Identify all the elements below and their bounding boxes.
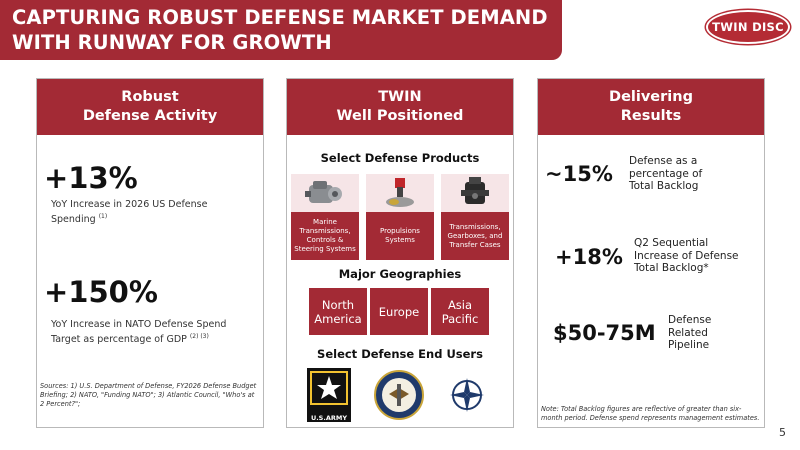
stat-nato-spend-desc: YoY Increase in NATO Defense Spend Targe…	[51, 319, 251, 346]
us-navy-icon	[374, 370, 424, 420]
gearbox-icon	[461, 177, 489, 204]
product-image-gearbox	[441, 174, 509, 212]
page-title: CAPTURING ROBUST DEFENSE MARKET DEMAND W…	[12, 6, 548, 54]
result-backlog-share-value: ~15%	[545, 162, 613, 186]
stat-nato-spend-text: YoY Increase in NATO Defense Spend Targe…	[51, 319, 227, 346]
result-pipeline-value: $50-75M	[553, 321, 656, 345]
stat-us-spending-value: +13%	[44, 161, 138, 195]
product-label-gearbox: Transmissions, Gearboxes, and Transfer C…	[441, 212, 509, 260]
result-backlog-increase-value: +18%	[555, 245, 623, 269]
panel-well-positioned: TWIN Well Positioned Select Defense Prod…	[286, 78, 514, 428]
geo-north-america: North America	[309, 288, 367, 335]
panel-delivering-results: Delivering Results ~15% Defense as a per…	[537, 78, 765, 428]
nato-emblem	[439, 370, 495, 420]
panel-title-well-positioned: TWIN Well Positioned	[287, 79, 513, 135]
us-army-icon	[310, 371, 348, 405]
stat-us-spending-text: YoY Increase in 2026 US Defense Spending	[51, 199, 208, 226]
propulsion-icon	[386, 178, 414, 207]
us-army-label: U.S.ARMY	[310, 414, 348, 422]
geographies-title: Major Geographies	[338, 267, 462, 281]
nato-icon	[441, 370, 493, 420]
panel-title-defense-activity: Robust Defense Activity	[37, 79, 263, 135]
end-users-title: Select Defense End Users	[317, 347, 483, 361]
panel-defense-activity: Robust Defense Activity +13% YoY Increas…	[36, 78, 264, 428]
product-image-marine	[291, 174, 359, 212]
result-backlog-increase-desc: Q2 Sequential Increase of Defense Total …	[634, 237, 739, 274]
transmission-icon	[305, 181, 342, 203]
result-backlog-share-desc: Defense as a percentage of Total Backlog	[629, 155, 703, 192]
page-number: 5	[779, 426, 786, 439]
stat-nato-spend-ref: (2) (3)	[189, 333, 209, 340]
product-label-propulsion: Propulsions Systems	[366, 212, 434, 260]
products-title: Select Defense Products	[320, 151, 480, 165]
panel-title-delivering-results: Delivering Results	[538, 79, 764, 135]
product-image-propulsion	[366, 174, 434, 212]
stat-us-spending-desc: YoY Increase in 2026 US Defense Spending…	[51, 199, 231, 226]
stat-us-spending-ref: (1)	[98, 213, 108, 220]
title-banner: CAPTURING ROBUST DEFENSE MARKET DEMAND W…	[0, 0, 562, 60]
logo-text: TWIN DISC	[712, 20, 784, 34]
geo-europe: Europe	[370, 288, 428, 335]
results-note: Note: Total Backlog figures are reflecti…	[541, 405, 760, 422]
us-navy-emblem	[371, 370, 427, 420]
geo-asia-pacific: Asia Pacific	[431, 288, 489, 335]
sources-footnote: Sources: 1) U.S. Department of Defense, …	[40, 382, 257, 408]
result-pipeline-desc: Defense Related Pipeline	[668, 314, 712, 351]
stat-nato-spend-value: +150%	[44, 275, 158, 309]
product-label-marine: Marine Transmissions, Controls & Steerin…	[291, 212, 359, 260]
twin-disc-logo: TWIN DISC	[706, 10, 790, 44]
us-army-emblem: U.S.ARMY	[307, 368, 351, 422]
